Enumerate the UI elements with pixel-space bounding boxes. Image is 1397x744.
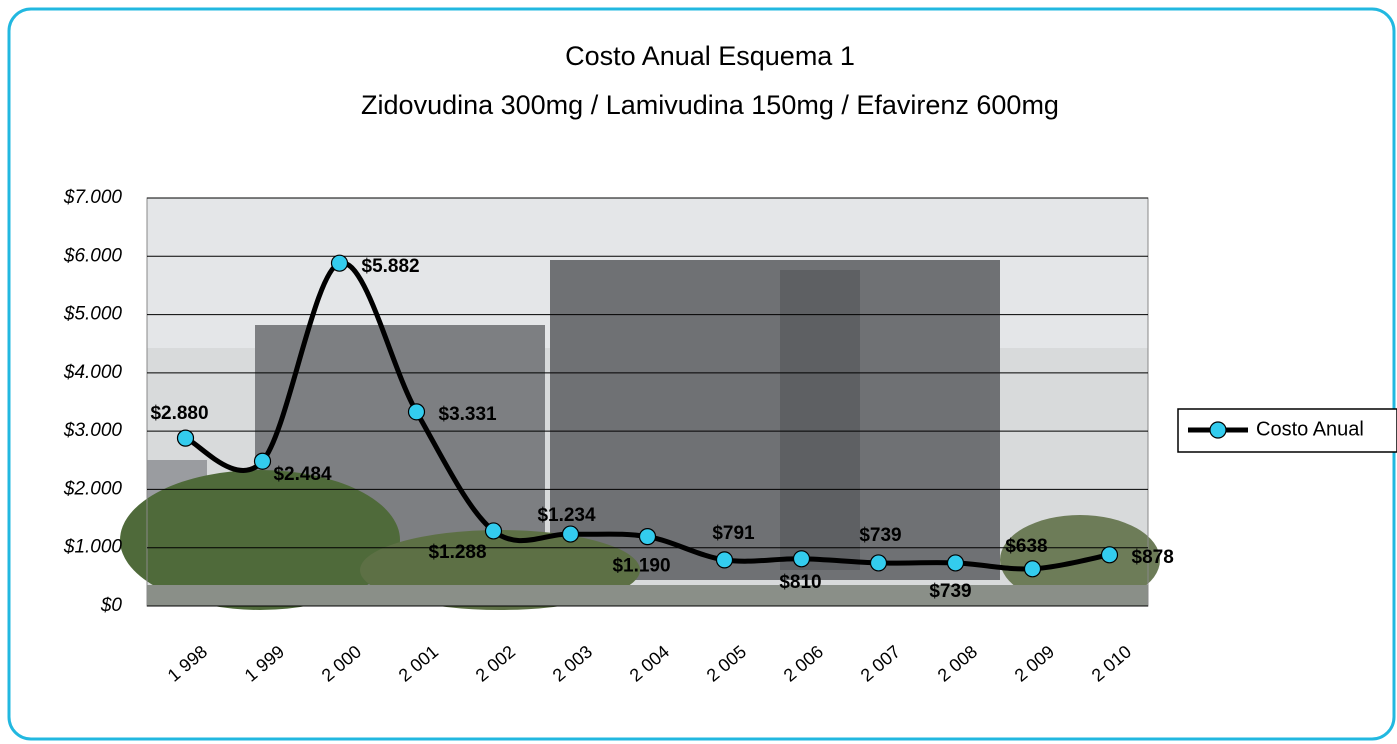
data-label: $739 — [929, 581, 971, 602]
data-point — [948, 555, 964, 571]
chart: Costo Anual Esquema 1 Zidovudina 300mg /… — [0, 0, 1397, 744]
data-point — [409, 404, 425, 420]
data-label: $5.882 — [362, 256, 420, 277]
data-point — [486, 523, 502, 539]
chart-title: Costo Anual Esquema 1 — [565, 41, 855, 71]
data-point — [1102, 547, 1118, 563]
data-point — [1025, 561, 1041, 577]
data-label: $1.288 — [428, 542, 486, 563]
legend-label: Costo Anual — [1256, 418, 1364, 440]
data-label: $638 — [1005, 536, 1047, 557]
y-tick-label: $5.000 — [63, 304, 123, 325]
data-label: $791 — [712, 523, 755, 544]
y-tick-label: $1.000 — [63, 537, 123, 558]
legend-marker — [1210, 422, 1226, 438]
data-label: $3.331 — [439, 404, 498, 425]
y-tick-label: $0 — [100, 595, 123, 616]
chart-subtitle: Zidovudina 300mg / Lamivudina 150mg / Ef… — [361, 90, 1059, 120]
data-point — [717, 552, 733, 568]
data-label: $739 — [859, 525, 901, 546]
y-tick-label: $3.000 — [63, 420, 123, 441]
legend: Costo Anual — [1178, 409, 1397, 452]
data-label: $878 — [1132, 547, 1174, 568]
data-label: $1.234 — [537, 505, 596, 526]
data-point — [255, 453, 271, 469]
data-point — [871, 555, 887, 571]
data-label: $1.190 — [612, 556, 670, 577]
data-point — [640, 529, 656, 545]
data-label: $2.484 — [273, 464, 332, 485]
y-tick-label: $6.000 — [63, 245, 123, 266]
data-point — [794, 551, 810, 567]
data-point — [563, 526, 579, 542]
y-tick-label: $7.000 — [63, 187, 123, 208]
data-label: $810 — [779, 572, 821, 593]
data-label: $2.880 — [150, 403, 208, 424]
y-tick-label: $2.000 — [63, 478, 123, 499]
data-point — [178, 430, 194, 446]
data-point — [332, 255, 348, 271]
y-tick-label: $4.000 — [63, 362, 123, 383]
